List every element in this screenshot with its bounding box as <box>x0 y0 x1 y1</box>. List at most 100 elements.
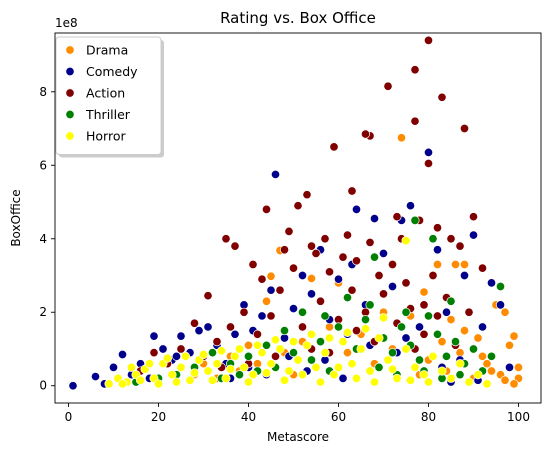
point-action-36 <box>374 270 384 281</box>
point-horror-7 <box>167 370 177 380</box>
point-comedy-4 <box>117 349 128 360</box>
point-action-5 <box>459 123 470 134</box>
point-horror-58 <box>126 362 137 372</box>
point-thriller-25 <box>414 355 425 365</box>
point-comedy-37 <box>414 322 425 332</box>
point-action-58 <box>347 285 357 295</box>
point-action-8 <box>329 142 339 152</box>
point-action-28 <box>257 274 267 284</box>
point-horror-57 <box>144 359 155 369</box>
legend-box <box>55 36 162 155</box>
point-action-29 <box>275 285 285 295</box>
point-action-39 <box>419 300 429 310</box>
point-horror-30 <box>374 333 384 343</box>
point-comedy-19 <box>257 311 267 321</box>
point-horror-64 <box>261 368 272 378</box>
point-horror-53 <box>216 346 227 356</box>
legend-label-drama: Drama <box>86 43 128 58</box>
point-horror-48 <box>306 329 317 339</box>
point-action-11 <box>302 190 312 200</box>
point-drama-38 <box>243 340 254 350</box>
point-action-24 <box>279 245 290 255</box>
point-horror-20 <box>284 366 294 376</box>
point-horror-19 <box>275 344 285 354</box>
point-drama-20 <box>459 326 470 336</box>
point-comedy-46 <box>495 300 506 310</box>
point-action-4 <box>410 116 420 126</box>
point-horror-14 <box>230 351 240 361</box>
plot-area-frame <box>54 32 542 404</box>
point-thriller-47 <box>365 300 375 310</box>
legend: Drama Comedy Action Thriller Horror <box>55 36 164 158</box>
point-thriller-27 <box>432 329 443 339</box>
point-drama-7 <box>450 259 461 270</box>
point-horror-72 <box>405 375 416 385</box>
point-horror-61 <box>207 375 218 385</box>
point-action-53 <box>252 329 263 339</box>
legend-marker-action <box>65 88 75 98</box>
point-action-60 <box>378 289 389 299</box>
point-thriller-26 <box>423 311 434 321</box>
point-action-55 <box>297 322 308 332</box>
point-drama-36 <box>261 296 272 306</box>
point-drama-13 <box>513 362 524 372</box>
point-comedy-20 <box>266 285 276 295</box>
point-action-34 <box>351 256 362 266</box>
legend-label-horror: Horror <box>86 129 126 144</box>
point-action-48 <box>149 348 159 358</box>
point-horror-66 <box>297 370 308 380</box>
point-horror-73 <box>423 377 434 387</box>
point-action-35 <box>365 237 375 247</box>
point-comedy-28 <box>333 274 344 284</box>
point-action-40 <box>428 270 438 281</box>
point-comedy-23 <box>288 304 299 314</box>
point-thriller-29 <box>450 337 461 347</box>
legend-marker-horror <box>65 131 75 141</box>
point-comedy-7 <box>149 331 159 341</box>
point-action-0 <box>423 35 434 45</box>
legend-label-comedy: Comedy <box>86 64 138 79</box>
point-comedy-38 <box>423 147 434 157</box>
point-horror-38 <box>446 373 456 383</box>
point-horror-70 <box>369 377 380 387</box>
point-horror-11 <box>203 366 213 376</box>
point-comedy-53 <box>338 373 348 383</box>
point-horror-33 <box>401 344 411 354</box>
point-drama-47 <box>500 375 510 385</box>
point-action-54 <box>266 311 276 321</box>
point-action-74 <box>351 326 362 336</box>
legend-marker-drama <box>65 45 75 55</box>
point-action-42 <box>455 241 465 251</box>
point-thriller-17 <box>315 337 326 347</box>
point-horror-69 <box>351 373 362 383</box>
point-horror-56 <box>162 353 173 363</box>
point-thriller-0 <box>410 215 420 225</box>
legend-label-action: Action <box>86 86 125 101</box>
point-action-66 <box>477 263 488 273</box>
point-thriller-31 <box>468 344 479 354</box>
point-comedy-3 <box>108 362 119 372</box>
point-thriller-38 <box>234 370 245 380</box>
point-comedy-21 <box>270 169 281 180</box>
point-thriller-2 <box>428 234 438 244</box>
point-comedy-16 <box>230 329 240 339</box>
point-horror-17 <box>257 348 267 358</box>
point-horror-62 <box>225 364 236 374</box>
point-thriller-8 <box>279 326 290 336</box>
point-comedy-42 <box>459 270 470 281</box>
point-horror-12 <box>212 359 222 369</box>
point-comedy-24 <box>297 270 308 281</box>
point-drama-2 <box>266 271 276 281</box>
point-horror-50 <box>270 335 281 345</box>
point-thriller-33 <box>486 351 497 361</box>
point-horror-74 <box>153 379 164 389</box>
point-drama-30 <box>342 348 353 358</box>
point-comedy-34 <box>387 281 398 292</box>
point-horror-39 <box>455 359 465 369</box>
point-action-14 <box>284 226 294 236</box>
y-tick-label-6: 6 <box>39 158 47 172</box>
point-action-46 <box>176 344 186 354</box>
point-horror-28 <box>356 344 366 354</box>
point-action-51 <box>225 322 236 332</box>
